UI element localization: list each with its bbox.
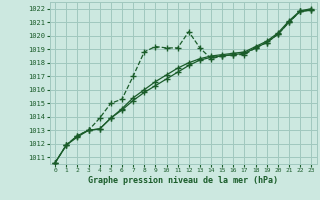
X-axis label: Graphe pression niveau de la mer (hPa): Graphe pression niveau de la mer (hPa) [88,176,278,185]
